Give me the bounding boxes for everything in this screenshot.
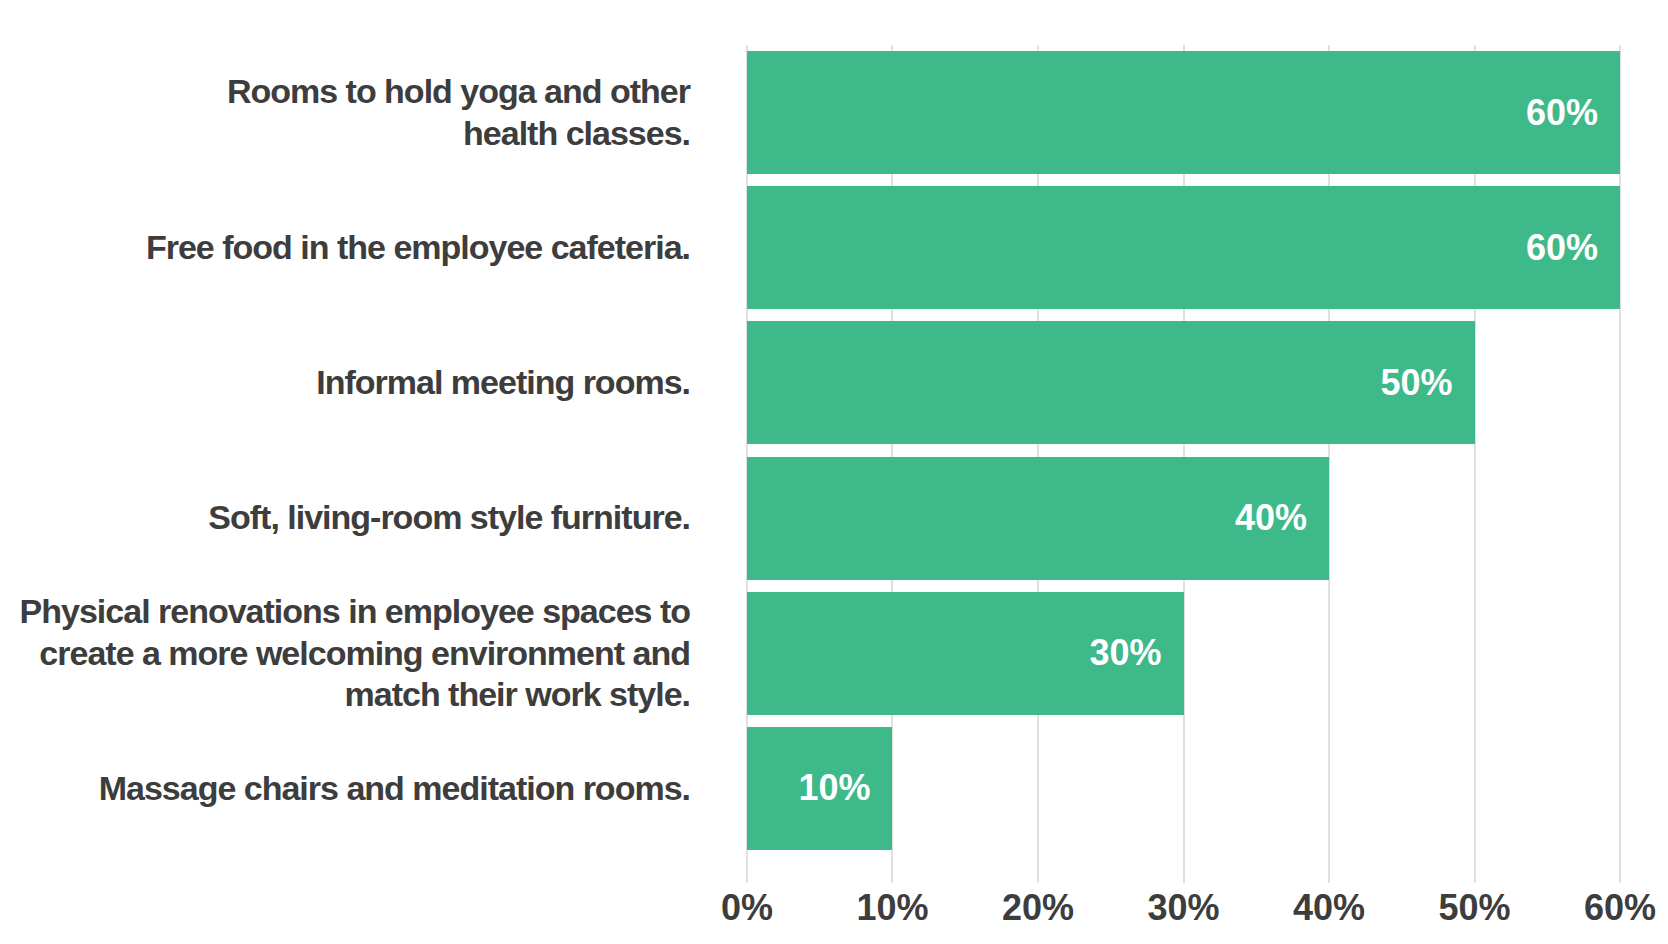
x-tick-label: 60% bbox=[1584, 888, 1656, 928]
bar-row: Free food in the employee cafeteria. 60% bbox=[0, 180, 1620, 315]
horizontal-bar-chart: Rooms to hold yoga and other health clas… bbox=[0, 0, 1668, 944]
bar: 50% bbox=[747, 321, 1475, 444]
bar-value-label: 60% bbox=[1526, 92, 1620, 134]
bar-value-label: 40% bbox=[1235, 497, 1329, 539]
bar: 40% bbox=[747, 457, 1329, 580]
bar: 60% bbox=[747, 186, 1620, 309]
category-label: Physical renovations in employee spaces … bbox=[0, 591, 690, 715]
bar-row: Rooms to hold yoga and other health clas… bbox=[0, 45, 1620, 180]
x-tick-label: 10% bbox=[856, 888, 928, 928]
bar-track: 30% bbox=[747, 592, 1620, 715]
x-tick-label: 20% bbox=[1002, 888, 1074, 928]
x-axis: 0%10%20%30%40%50%60% bbox=[747, 888, 1620, 938]
x-tick-label: 40% bbox=[1293, 888, 1365, 928]
category-label: Informal meeting rooms. bbox=[316, 362, 690, 403]
bar-row: Soft, living-room style furniture. 40% bbox=[0, 451, 1620, 586]
category-label-cell: Rooms to hold yoga and other health clas… bbox=[0, 71, 690, 154]
bar-value-label: 50% bbox=[1380, 362, 1474, 404]
bar-track: 50% bbox=[747, 321, 1620, 444]
x-tick-label: 0% bbox=[721, 888, 773, 928]
bar-track: 60% bbox=[747, 186, 1620, 309]
bar: 10% bbox=[747, 727, 892, 850]
category-label: Rooms to hold yoga and other health clas… bbox=[130, 71, 690, 154]
bar-value-label: 60% bbox=[1526, 227, 1620, 269]
bar-rows: Rooms to hold yoga and other health clas… bbox=[0, 45, 1620, 856]
category-label-cell: Physical renovations in employee spaces … bbox=[0, 591, 690, 715]
category-label-cell: Informal meeting rooms. bbox=[0, 362, 690, 403]
bar: 60% bbox=[747, 51, 1620, 174]
category-label: Massage chairs and meditation rooms. bbox=[99, 768, 690, 809]
bar: 30% bbox=[747, 592, 1184, 715]
bar-row: Massage chairs and meditation rooms. 10% bbox=[0, 721, 1620, 856]
category-label: Free food in the employee cafeteria. bbox=[146, 227, 690, 268]
bar-value-label: 30% bbox=[1089, 632, 1183, 674]
category-label: Soft, living-room style furniture. bbox=[208, 497, 690, 538]
bar-track: 40% bbox=[747, 457, 1620, 580]
category-label-cell: Soft, living-room style furniture. bbox=[0, 497, 690, 538]
bar-track: 10% bbox=[747, 727, 1620, 850]
x-tick-label: 50% bbox=[1438, 888, 1510, 928]
bar-row: Physical renovations in employee spaces … bbox=[0, 586, 1620, 721]
category-label-cell: Free food in the employee cafeteria. bbox=[0, 227, 690, 268]
x-tick-label: 30% bbox=[1147, 888, 1219, 928]
category-label-cell: Massage chairs and meditation rooms. bbox=[0, 768, 690, 809]
bar-row: Informal meeting rooms. 50% bbox=[0, 315, 1620, 450]
bar-track: 60% bbox=[747, 51, 1620, 174]
bar-value-label: 10% bbox=[798, 767, 892, 809]
